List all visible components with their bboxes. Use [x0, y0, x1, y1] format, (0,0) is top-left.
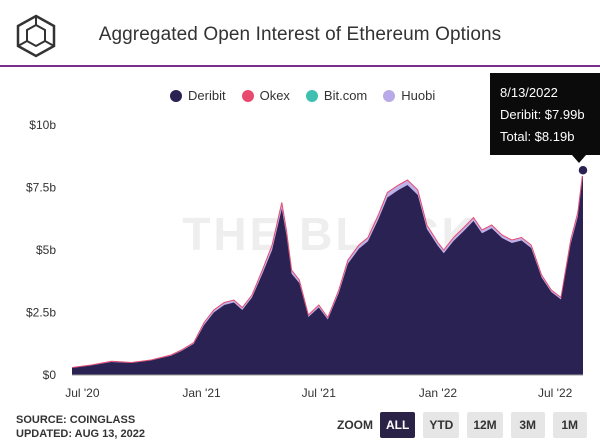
x-tick-label: Jul '21 — [302, 386, 337, 400]
series-area-deribit — [72, 175, 583, 375]
tooltip-total-value: Total: $8.19b — [500, 129, 575, 144]
zoom-all-button[interactable]: ALL — [380, 412, 416, 438]
x-tick-label: Jul '22 — [538, 386, 573, 400]
title-divider — [0, 65, 600, 67]
legend-swatch-huobi — [383, 89, 396, 102]
legend-swatch-deribit — [170, 89, 182, 102]
x-tick-label: Jan '22 — [419, 386, 458, 400]
zoom-12m-button[interactable]: 12M — [467, 412, 503, 438]
x-tick-label: Jan '21 — [182, 386, 221, 400]
zoom-button-group: ALL YTD 12M 3M 1M — [380, 412, 587, 438]
chart-legend: Deribit Okex Bit.com Huobi — [170, 88, 435, 103]
y-tick-label: $10b — [29, 118, 56, 132]
legend-item-huobi[interactable]: Huobi — [383, 88, 435, 103]
x-tick-label: Jul '20 — [65, 386, 100, 400]
zoom-ytd-button[interactable]: YTD — [423, 412, 460, 438]
y-tick-label: $5b — [36, 243, 56, 257]
legend-label-bitcom: Bit.com — [323, 88, 368, 103]
legend-swatch-bitcom — [305, 89, 318, 102]
legend-label-deribit: Deribit — [188, 88, 226, 103]
legend-item-bitcom[interactable]: Bit.com — [305, 88, 368, 103]
y-tick-label: $7.5b — [26, 181, 56, 195]
tooltip-deribit-value: Deribit: $7.99b — [500, 107, 585, 122]
legend-item-okex[interactable]: Okex — [241, 88, 290, 103]
tooltip-date: 8/13/2022 — [500, 85, 558, 100]
zoom-label: ZOOM — [337, 418, 373, 432]
tooltip-pointer — [572, 155, 586, 163]
updated-text: UPDATED: AUG 13, 2022 — [16, 428, 145, 440]
zoom-1m-button[interactable]: 1M — [552, 412, 587, 438]
legend-swatch-okex — [241, 89, 254, 102]
page-title: Aggregated Open Interest of Ethereum Opt… — [98, 24, 502, 45]
legend-label-okex: Okex — [259, 88, 290, 103]
y-tick-label: $0 — [43, 368, 57, 382]
hover-point-marker — [577, 164, 589, 176]
chart-tooltip: 8/13/2022 Deribit: $7.99b Total: $8.19b — [490, 73, 600, 155]
zoom-3m-button[interactable]: 3M — [510, 412, 545, 438]
y-tick-label: $2.5b — [26, 306, 56, 320]
legend-item-deribit[interactable]: Deribit — [170, 88, 226, 103]
theblock-logo-icon — [14, 14, 58, 58]
source-text: SOURCE: COINGLASS — [16, 414, 136, 426]
series-line-okex — [71, 170, 584, 368]
chart-source: SOURCE: COINGLASS UPDATED: AUG 13, 2022 — [16, 413, 145, 441]
legend-label-huobi: Huobi — [401, 88, 436, 103]
